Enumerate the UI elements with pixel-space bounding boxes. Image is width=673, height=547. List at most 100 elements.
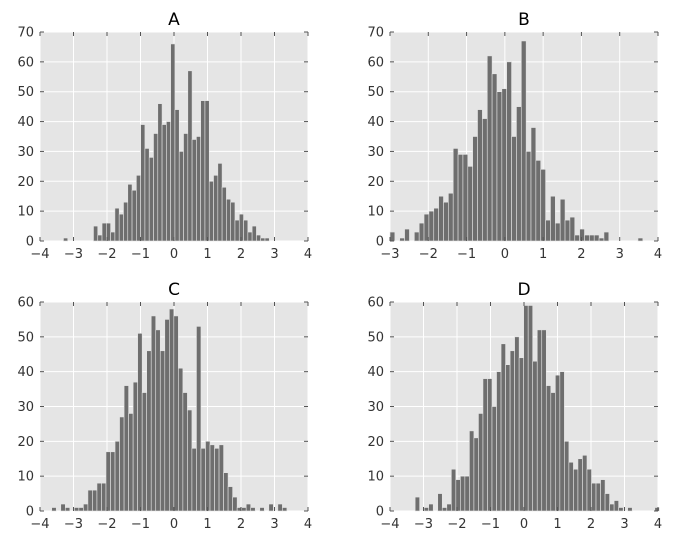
bar-a-29: [187, 70, 193, 242]
bar-c-13: [110, 451, 116, 512]
y-tick-label-a-2: 20: [17, 175, 34, 190]
bar-b-0: [389, 231, 396, 242]
x-tick-label-d-1: −3: [414, 517, 433, 532]
bar-d-21: [509, 350, 515, 512]
y-tick-label-a-7: 70: [17, 26, 34, 41]
bar-d-2: [423, 507, 429, 512]
bar-c-22: [150, 315, 157, 512]
bar-d-40: [595, 482, 601, 512]
y-tick-label-b-5: 50: [367, 85, 384, 100]
bar-b-42: [593, 234, 600, 242]
bar-a-47: [264, 237, 270, 242]
x-tick-label-b-7: 4: [654, 247, 662, 262]
bar-c-16: [123, 385, 129, 512]
x-tick-label-a-2: −2: [97, 247, 116, 262]
bar-d-36: [577, 458, 583, 512]
bar-d-6: [441, 507, 448, 512]
y-tick-label-d-4: 40: [367, 365, 384, 380]
bar-c-15: [119, 416, 125, 512]
bar-a-26: [174, 109, 180, 242]
bar-b-43: [598, 237, 605, 242]
bar-b-28: [525, 151, 532, 242]
bar-b-12: [448, 192, 454, 242]
bar-c-24: [159, 350, 166, 512]
bar-a-45: [256, 234, 261, 242]
bar-d-35: [573, 468, 579, 512]
bar-b-22: [496, 91, 503, 242]
bar-b-44: [603, 231, 610, 242]
bar-a-41: [238, 213, 244, 242]
bar-d-17: [491, 406, 497, 512]
bar-d-9: [455, 479, 461, 512]
bar-a-28: [183, 133, 189, 242]
bar-c-6: [78, 507, 84, 512]
bar-a-12: [114, 207, 120, 242]
y-tick-label-a-4: 40: [17, 115, 34, 130]
bar-c-39: [227, 486, 233, 512]
bar-d-42: [604, 493, 610, 512]
bar-a-20: [148, 157, 154, 242]
bar-d-44: [613, 500, 619, 512]
bar-b-23: [501, 88, 507, 242]
bar-c-11: [101, 482, 107, 512]
panel-title-a: A: [168, 10, 180, 30]
y-tick-label-d-6: 60: [367, 296, 384, 311]
y-tick-label-b-7: 70: [367, 26, 384, 41]
bar-b-25: [511, 136, 517, 242]
x-tick-label-a-5: 1: [203, 247, 211, 262]
bar-b-27: [520, 40, 527, 242]
x-tick-label-c-7: 3: [270, 517, 278, 532]
bar-c-51: [282, 507, 288, 512]
x-tick-label-c-8: 4: [304, 517, 312, 532]
bar-d-31: [555, 374, 561, 512]
bar-c-23: [155, 329, 161, 512]
x-tick-label-d-0: −4: [380, 517, 399, 532]
bar-d-32: [559, 371, 565, 512]
bar-c-12: [105, 451, 111, 512]
bar-b-26: [516, 106, 522, 242]
bar-c-0: [51, 507, 57, 512]
y-tick-label-c-6: 60: [17, 296, 34, 311]
bar-c-36: [214, 447, 220, 512]
panel-title-d: D: [517, 280, 530, 300]
y-tick-label-c-2: 20: [17, 435, 34, 450]
bar-c-14: [114, 441, 120, 512]
bar-a-18: [140, 124, 146, 242]
bar-a-24: [166, 121, 171, 242]
bar-a-25: [170, 43, 176, 242]
y-tick-label-c-1: 10: [17, 470, 34, 485]
bar-d-18: [496, 371, 502, 512]
x-tick-label-b-4: 1: [539, 247, 547, 262]
bar-a-16: [131, 189, 137, 242]
y-tick-label-c-5: 50: [17, 330, 34, 345]
bar-b-15: [462, 154, 469, 242]
bar-a-42: [243, 219, 249, 242]
bar-b-11: [443, 201, 449, 242]
x-tick-label-a-3: −1: [131, 247, 150, 262]
y-tick-label-b-3: 30: [367, 145, 384, 160]
bar-c-8: [87, 489, 93, 512]
bar-a-9: [101, 222, 107, 242]
bar-b-30: [535, 160, 542, 242]
y-tick-label-c-4: 40: [17, 365, 34, 380]
bar-a-37: [221, 186, 227, 242]
bar-a-17: [136, 175, 141, 242]
bar-b-24: [506, 61, 512, 242]
x-tick-label-a-7: 3: [270, 247, 278, 262]
bar-c-7: [83, 503, 89, 512]
y-tick-label-d-3: 30: [367, 400, 384, 415]
bar-b-3: [404, 228, 410, 242]
bar-c-50: [277, 503, 283, 512]
x-tick-label-c-1: −3: [64, 517, 83, 532]
bar-b-13: [452, 148, 459, 242]
y-tick-label-b-0: 0: [376, 235, 384, 250]
bar-b-38: [574, 234, 580, 242]
bar-a-40: [234, 219, 240, 242]
bar-c-33: [200, 447, 206, 512]
bar-b-10: [438, 195, 444, 242]
x-tick-label-b-0: −3: [380, 247, 399, 262]
x-tick-label-d-8: 4: [654, 517, 662, 532]
bar-d-38: [586, 468, 592, 512]
bar-d-33: [564, 441, 570, 512]
